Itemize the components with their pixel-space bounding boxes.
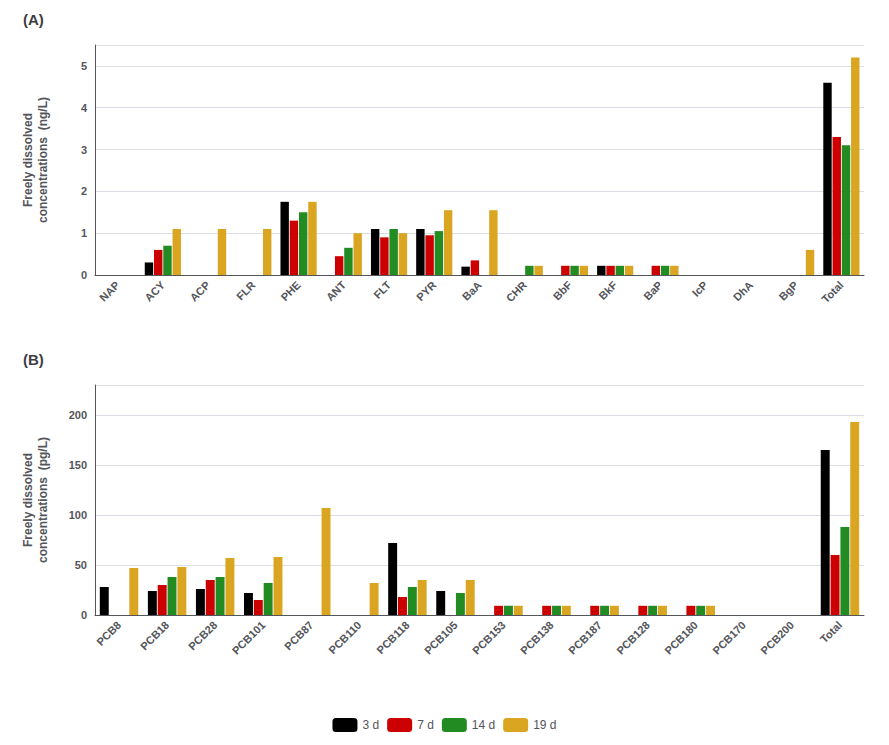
svg-text:ACY: ACY <box>142 278 167 303</box>
svg-text:(B): (B) <box>23 351 44 368</box>
svg-text:PHE: PHE <box>278 279 302 303</box>
svg-text:Freely dissolved: Freely dissolved <box>21 453 35 547</box>
svg-text:BkF: BkF <box>596 279 619 302</box>
svg-text:7 d: 7 d <box>417 718 434 732</box>
svg-text:BaA: BaA <box>460 279 484 303</box>
svg-text:PCB180: PCB180 <box>662 619 700 657</box>
svg-text:CHR: CHR <box>504 279 529 304</box>
svg-text:DhA: DhA <box>731 279 755 303</box>
svg-text:4: 4 <box>81 102 88 114</box>
svg-text:5: 5 <box>81 60 87 72</box>
svg-text:PCB200: PCB200 <box>758 619 796 657</box>
svg-text:3 d: 3 d <box>362 718 379 732</box>
svg-text:14 d: 14 d <box>472 718 495 732</box>
svg-text:2: 2 <box>81 185 87 197</box>
svg-text:ACP: ACP <box>187 279 212 304</box>
svg-text:PCB28: PCB28 <box>186 619 220 653</box>
svg-text:NAP: NAP <box>97 279 122 304</box>
svg-text:BbF: BbF <box>551 279 575 303</box>
svg-text:150: 150 <box>69 459 87 471</box>
svg-text:Total: Total <box>819 279 845 305</box>
svg-text:PCB128: PCB128 <box>614 619 652 657</box>
svg-text:PCB8: PCB8 <box>94 619 123 648</box>
svg-text:Freely dissolved: Freely dissolved <box>21 113 35 207</box>
svg-text:0: 0 <box>81 609 87 621</box>
svg-text:IcP: IcP <box>690 279 710 299</box>
svg-text:FLR: FLR <box>234 279 258 303</box>
svg-text:PCB110: PCB110 <box>326 619 363 656</box>
svg-text:Total: Total <box>818 619 844 645</box>
svg-text:concentrations (ng/L): concentrations (ng/L) <box>36 97 50 223</box>
svg-text:PCB105: PCB105 <box>422 619 460 657</box>
svg-text:PCB87: PCB87 <box>282 619 316 653</box>
svg-text:BaP: BaP <box>641 279 665 303</box>
svg-text:200: 200 <box>69 409 87 421</box>
svg-text:PYR: PYR <box>414 279 439 304</box>
svg-text:concentrations (pg/L): concentrations (pg/L) <box>36 437 50 563</box>
svg-text:PCB18: PCB18 <box>138 619 172 653</box>
svg-text:ANT: ANT <box>324 279 349 304</box>
svg-text:3: 3 <box>81 144 87 156</box>
svg-text:PCB138: PCB138 <box>518 619 556 657</box>
svg-text:100: 100 <box>69 509 87 521</box>
svg-text:PCB153: PCB153 <box>470 619 508 657</box>
svg-text:0: 0 <box>81 269 87 281</box>
svg-text:50: 50 <box>75 559 87 571</box>
svg-text:(A): (A) <box>23 11 44 28</box>
svg-text:PCB101: PCB101 <box>230 619 268 657</box>
svg-text:FLT: FLT <box>371 279 393 301</box>
svg-text:PCB187: PCB187 <box>566 619 604 657</box>
svg-text:PCB118: PCB118 <box>374 619 411 656</box>
svg-text:1: 1 <box>81 227 87 239</box>
svg-text:19 d: 19 d <box>533 718 556 732</box>
svg-text:PCB170: PCB170 <box>710 619 748 657</box>
svg-text:BgP: BgP <box>776 279 800 303</box>
